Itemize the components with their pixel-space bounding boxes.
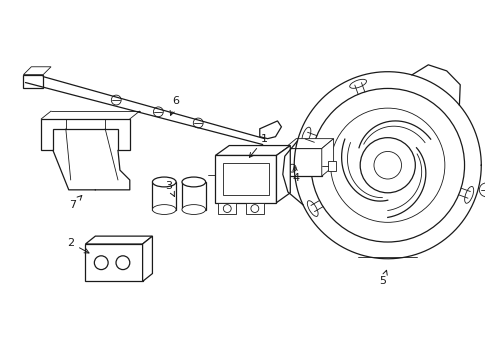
Polygon shape xyxy=(41,119,129,150)
Polygon shape xyxy=(85,244,142,282)
Text: 3: 3 xyxy=(165,181,174,197)
Circle shape xyxy=(478,183,488,197)
Ellipse shape xyxy=(306,201,318,216)
Circle shape xyxy=(310,89,464,242)
Bar xyxy=(223,163,268,195)
Ellipse shape xyxy=(182,204,205,215)
Text: 5: 5 xyxy=(379,270,386,287)
Bar xyxy=(284,148,321,176)
Circle shape xyxy=(288,164,296,172)
Polygon shape xyxy=(142,236,152,282)
Text: 4: 4 xyxy=(292,166,299,183)
Ellipse shape xyxy=(464,186,473,203)
Bar xyxy=(152,182,176,210)
Circle shape xyxy=(250,204,258,212)
Polygon shape xyxy=(215,145,290,156)
Text: 7: 7 xyxy=(69,195,81,210)
Ellipse shape xyxy=(301,127,310,144)
Ellipse shape xyxy=(349,79,366,88)
Circle shape xyxy=(360,138,414,193)
Circle shape xyxy=(373,152,401,179)
Polygon shape xyxy=(85,236,152,244)
Polygon shape xyxy=(23,67,51,75)
Bar xyxy=(23,75,43,89)
Bar xyxy=(218,203,236,215)
Circle shape xyxy=(330,108,444,222)
Polygon shape xyxy=(321,139,333,176)
Bar xyxy=(276,153,290,173)
Ellipse shape xyxy=(152,204,176,215)
Bar xyxy=(245,203,263,215)
Circle shape xyxy=(193,118,203,128)
Ellipse shape xyxy=(182,177,205,187)
Bar xyxy=(182,182,205,210)
Text: 1: 1 xyxy=(249,134,267,157)
Text: 2: 2 xyxy=(67,238,89,253)
Circle shape xyxy=(116,256,129,270)
Circle shape xyxy=(111,95,121,105)
Polygon shape xyxy=(259,121,281,139)
Circle shape xyxy=(153,107,163,117)
Polygon shape xyxy=(276,145,290,203)
Ellipse shape xyxy=(152,177,176,187)
Circle shape xyxy=(94,256,108,270)
Bar xyxy=(327,161,335,171)
Text: 6: 6 xyxy=(170,96,179,115)
Circle shape xyxy=(223,204,231,212)
Polygon shape xyxy=(284,139,333,148)
Polygon shape xyxy=(215,156,276,203)
